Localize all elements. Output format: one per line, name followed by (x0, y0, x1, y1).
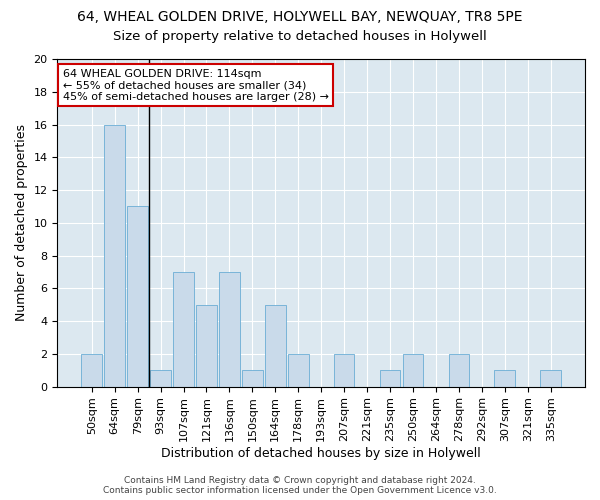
Bar (82, 354, 102, 386)
Bar (265, 304, 286, 386)
Bar (541, 370, 561, 386)
Text: Contains HM Land Registry data © Crown copyright and database right 2024.
Contai: Contains HM Land Registry data © Crown c… (103, 476, 497, 495)
Bar (127, 206, 148, 386)
Text: 64 WHEAL GOLDEN DRIVE: 114sqm
← 55% of detached houses are smaller (34)
45% of s: 64 WHEAL GOLDEN DRIVE: 114sqm ← 55% of d… (62, 69, 329, 102)
Bar (150, 370, 171, 386)
Bar (334, 354, 355, 386)
Bar (494, 370, 515, 386)
Bar (104, 124, 125, 386)
Text: 64, WHEAL GOLDEN DRIVE, HOLYWELL BAY, NEWQUAY, TR8 5PE: 64, WHEAL GOLDEN DRIVE, HOLYWELL BAY, NE… (77, 10, 523, 24)
Bar (173, 272, 194, 386)
Text: Size of property relative to detached houses in Holywell: Size of property relative to detached ho… (113, 30, 487, 43)
Bar (219, 272, 240, 386)
Bar (242, 370, 263, 386)
Bar (288, 354, 308, 386)
Bar (403, 354, 424, 386)
X-axis label: Distribution of detached houses by size in Holywell: Distribution of detached houses by size … (161, 447, 481, 460)
Y-axis label: Number of detached properties: Number of detached properties (15, 124, 28, 322)
Bar (380, 370, 400, 386)
Bar (196, 304, 217, 386)
Bar (449, 354, 469, 386)
